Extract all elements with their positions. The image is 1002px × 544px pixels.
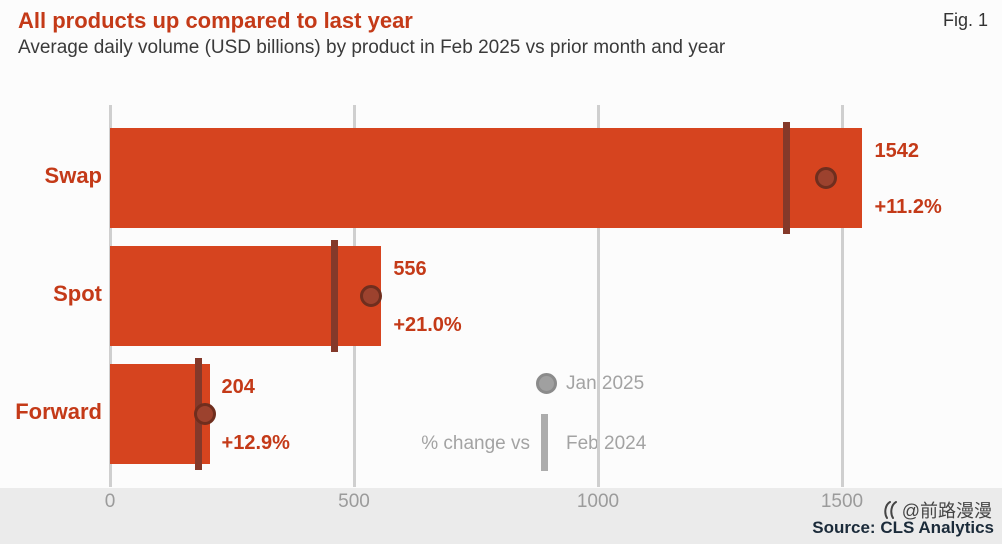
bottom-band xyxy=(0,488,1002,544)
jan-2025-marker-spot xyxy=(360,285,383,307)
x-axis-tick-label: 500 xyxy=(338,491,370,512)
category-label-swap: Swap xyxy=(44,163,102,188)
jan-2025-marker-swap xyxy=(814,167,837,189)
bar-value-label-spot: 556 xyxy=(393,258,427,280)
chart-title: All products up compared to last year xyxy=(18,8,413,33)
legend-pct-change-label: % change vs xyxy=(421,433,530,454)
bar-pct-label-spot: +21.0% xyxy=(393,314,462,336)
category-label-spot: Spot xyxy=(53,281,102,306)
x-axis-tick-label: 0 xyxy=(104,491,116,512)
bar-pct-label-forward: +12.9% xyxy=(221,432,290,454)
gridline-1500 xyxy=(840,105,844,487)
bar-value-label-swap: 1542 xyxy=(874,140,919,162)
bar-pct-label-swap: +11.2% xyxy=(874,196,942,218)
legend-jan-2025-label: Jan 2025 xyxy=(566,373,645,394)
gridline-1000 xyxy=(596,105,600,487)
feb-2024-marker-swap xyxy=(783,122,791,234)
bar-spot xyxy=(110,246,382,346)
source-credit: Source: CLS Analytics xyxy=(812,518,994,537)
watermark-text: @前路漫漫 xyxy=(901,501,992,521)
legend-feb-2024-tick-icon xyxy=(541,414,548,471)
watermark: @前路漫漫 xyxy=(882,497,992,523)
legend-feb-2024-label: Feb 2024 xyxy=(566,433,647,454)
x-axis-tick-label: 1500 xyxy=(820,491,864,512)
jan-2025-marker-forward xyxy=(194,403,217,425)
figure-label: Fig. 1 xyxy=(942,10,988,30)
bar-forward xyxy=(110,364,210,464)
category-label-forward: Forward xyxy=(15,399,102,424)
chart-subtitle: Average daily volume (USD billions) by p… xyxy=(18,37,726,58)
bar-value-label-forward: 204 xyxy=(221,376,255,398)
feb-2024-marker-spot xyxy=(330,240,338,352)
bar-swap xyxy=(110,128,863,228)
x-axis-tick-label: 1000 xyxy=(576,491,620,512)
legend-jan-2025-dot-icon xyxy=(536,373,557,394)
watermark-icon xyxy=(884,501,897,519)
